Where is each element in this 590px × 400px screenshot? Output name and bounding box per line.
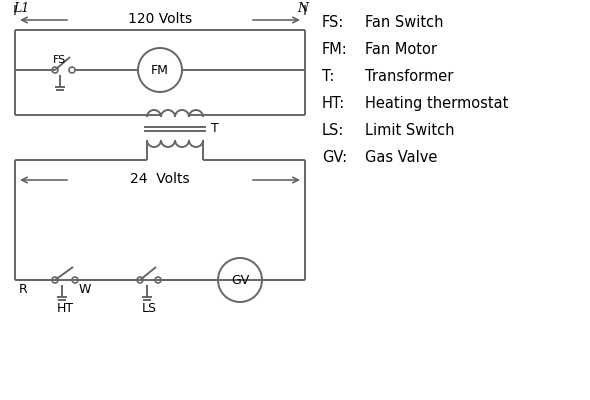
Text: Heating thermostat: Heating thermostat (365, 96, 509, 111)
Text: T:: T: (322, 69, 335, 84)
Text: Gas Valve: Gas Valve (365, 150, 437, 165)
Text: Fan Motor: Fan Motor (365, 42, 437, 57)
Text: Limit Switch: Limit Switch (365, 123, 454, 138)
Text: GV: GV (231, 274, 249, 286)
Text: FS: FS (53, 55, 67, 65)
Text: R: R (19, 283, 28, 296)
Text: 120 Volts: 120 Volts (128, 12, 192, 26)
Text: N: N (297, 2, 308, 15)
Text: GV:: GV: (322, 150, 347, 165)
Text: HT: HT (57, 302, 74, 315)
Text: Transformer: Transformer (365, 69, 453, 84)
Text: HT:: HT: (322, 96, 345, 111)
Text: LS:: LS: (322, 123, 345, 138)
Text: FM:: FM: (322, 42, 348, 57)
Text: 24  Volts: 24 Volts (130, 172, 190, 186)
Text: T: T (211, 122, 219, 136)
Text: FM: FM (151, 64, 169, 76)
Text: Fan Switch: Fan Switch (365, 15, 444, 30)
Text: W: W (79, 283, 91, 296)
Text: LS: LS (142, 302, 156, 315)
Text: L1: L1 (13, 2, 30, 15)
Text: FS:: FS: (322, 15, 345, 30)
